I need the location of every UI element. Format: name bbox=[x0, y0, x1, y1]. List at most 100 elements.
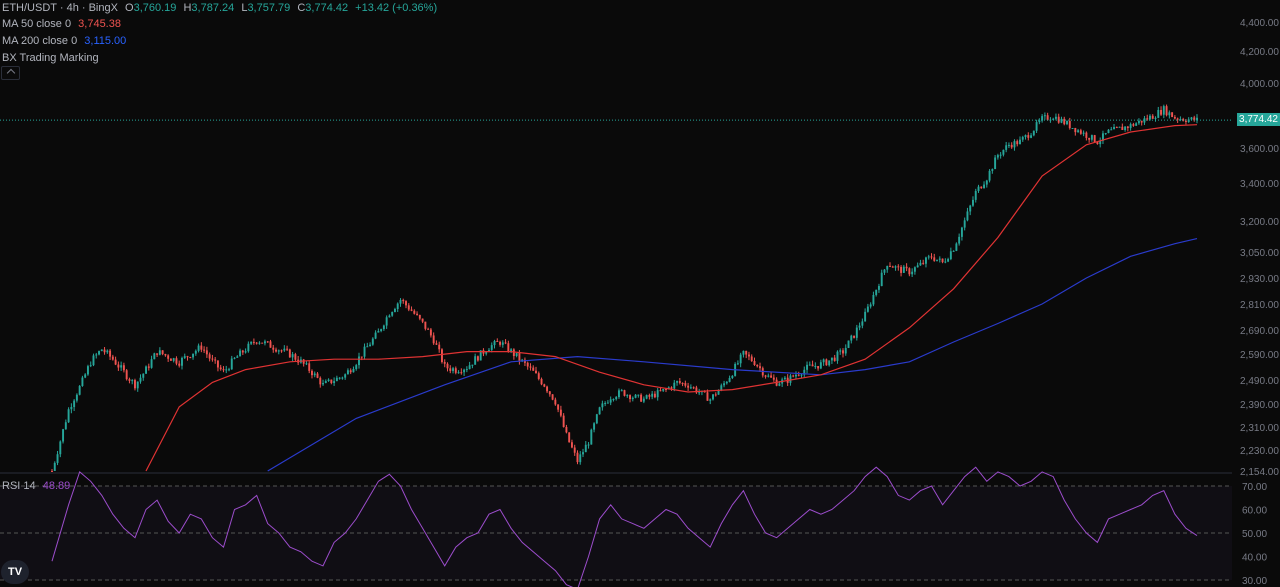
candle-body bbox=[894, 266, 897, 268]
ma200-line bbox=[267, 238, 1198, 472]
candle-body bbox=[1035, 122, 1038, 131]
price-tick: 2,390.00 bbox=[1240, 400, 1279, 411]
candle-body bbox=[723, 383, 726, 386]
candle-body bbox=[731, 375, 734, 379]
candle-body bbox=[134, 380, 136, 389]
candle-body bbox=[327, 379, 330, 382]
candle-body bbox=[770, 375, 773, 378]
candle-body bbox=[280, 350, 283, 352]
candle-body bbox=[789, 375, 792, 383]
candle-body bbox=[346, 370, 349, 375]
candle-body bbox=[629, 395, 631, 400]
candle-body bbox=[78, 385, 81, 395]
candle-body bbox=[330, 379, 333, 384]
candle-body bbox=[877, 286, 880, 290]
candle-body bbox=[1149, 115, 1151, 120]
candle-body bbox=[689, 387, 692, 389]
candle-body bbox=[385, 317, 388, 326]
open-label: O bbox=[125, 2, 134, 14]
candle-body bbox=[1021, 137, 1024, 140]
candle-body bbox=[216, 360, 219, 368]
candle-body bbox=[844, 347, 847, 354]
candle-body bbox=[131, 380, 134, 382]
candle-body bbox=[612, 399, 615, 401]
candle-body bbox=[98, 351, 100, 355]
candle-body bbox=[853, 335, 856, 338]
candle-body bbox=[905, 266, 908, 269]
candle-body bbox=[463, 369, 466, 373]
candle-body bbox=[214, 359, 217, 361]
candle-body bbox=[1063, 118, 1066, 125]
candle-body bbox=[1168, 112, 1171, 116]
candle-body bbox=[590, 429, 593, 445]
candle-body bbox=[410, 309, 413, 311]
candle-body bbox=[250, 341, 253, 344]
candle-body bbox=[446, 363, 449, 369]
tradingview-logo[interactable]: TV bbox=[1, 560, 29, 584]
candle-body bbox=[1187, 119, 1190, 122]
candle-body bbox=[1046, 115, 1049, 120]
candle-body bbox=[750, 356, 753, 362]
candle-body bbox=[759, 366, 761, 369]
candle-body bbox=[67, 409, 70, 423]
candle-body bbox=[991, 169, 994, 171]
candle-body bbox=[518, 353, 521, 361]
high-label: H bbox=[183, 2, 192, 14]
candle-body bbox=[1162, 106, 1165, 115]
candle-body bbox=[1005, 145, 1008, 150]
ma200-legend[interactable]: MA 200 close 0 3,115.00 bbox=[2, 34, 130, 48]
candle-body bbox=[142, 373, 145, 378]
candle-body bbox=[496, 340, 499, 342]
candle-body bbox=[587, 444, 590, 446]
symbol-title[interactable]: ETH/USDT · 4h · BingX bbox=[2, 2, 118, 14]
candle-body bbox=[1118, 126, 1121, 128]
candle-body bbox=[1154, 117, 1157, 119]
candle-body bbox=[543, 384, 546, 387]
candle-body bbox=[222, 369, 225, 371]
candle-body bbox=[1110, 129, 1113, 131]
candle-body bbox=[382, 325, 385, 330]
candle-body bbox=[114, 359, 117, 365]
high-value: 3,787.24 bbox=[191, 2, 235, 14]
candle-body bbox=[145, 366, 148, 374]
candle-body bbox=[192, 353, 195, 358]
candle-body bbox=[493, 340, 496, 346]
candle-body bbox=[1190, 117, 1193, 120]
candle-body bbox=[969, 205, 972, 212]
candle-body bbox=[363, 346, 366, 357]
candle-body bbox=[526, 362, 529, 367]
candle-body bbox=[955, 243, 958, 251]
candle-body bbox=[136, 381, 139, 389]
candle-body bbox=[554, 399, 557, 405]
candle-body bbox=[1184, 120, 1187, 122]
rsi-pane bbox=[0, 474, 1232, 587]
candle-body bbox=[62, 429, 65, 442]
candle-body bbox=[695, 387, 698, 393]
candle-body bbox=[360, 356, 363, 358]
candle-body bbox=[1041, 116, 1044, 121]
rsi-legend[interactable]: RSI 14 48.89 bbox=[2, 479, 74, 493]
candle-body bbox=[1093, 135, 1096, 143]
candle-body bbox=[194, 350, 197, 354]
candle-body bbox=[897, 266, 900, 268]
candle-body bbox=[963, 220, 966, 228]
candle-body bbox=[783, 377, 786, 380]
candle-body bbox=[122, 365, 125, 371]
candle-body bbox=[272, 347, 275, 350]
candle-body bbox=[966, 211, 969, 221]
candle-body bbox=[866, 306, 869, 312]
candle-body bbox=[440, 349, 443, 363]
bx-legend[interactable]: BX Trading Marking bbox=[2, 51, 103, 65]
candle-body bbox=[474, 356, 477, 365]
candle-body bbox=[418, 314, 421, 319]
candle-body bbox=[429, 329, 432, 336]
candle-body bbox=[795, 374, 797, 377]
ma50-legend[interactable]: MA 50 close 0 3,745.38 bbox=[2, 17, 125, 31]
candle-body bbox=[648, 395, 651, 397]
candle-body bbox=[609, 399, 612, 403]
candle-body bbox=[338, 377, 341, 379]
candle-body bbox=[631, 397, 634, 400]
candle-body bbox=[930, 256, 933, 258]
collapse-legend-button[interactable] bbox=[1, 66, 20, 80]
